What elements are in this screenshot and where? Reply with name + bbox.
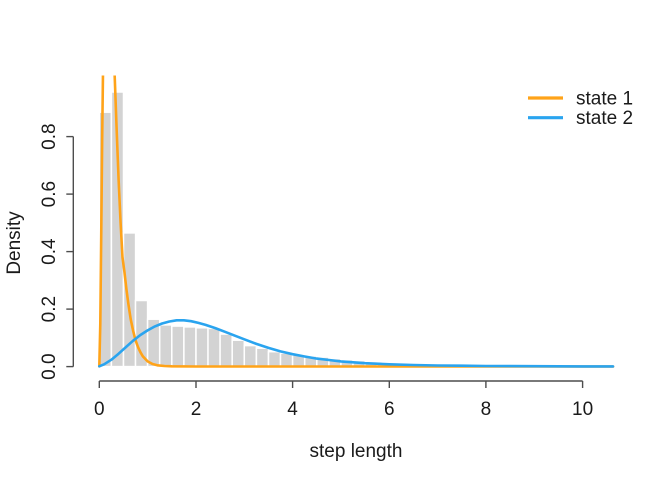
state-2-curve: [98, 319, 615, 368]
density-curves: [98, 75, 615, 368]
y-axis-tick-label: 0.0: [39, 353, 60, 379]
y-axis-tick-label: 0.8: [39, 123, 60, 149]
histogram-bar: [207, 327, 221, 368]
x-axis: 0 2 4 6 8 10: [94, 380, 593, 420]
y-axis: 0.0 0.2 0.4 0.6 0.8: [39, 123, 75, 380]
x-axis-tick-label: 0: [94, 399, 105, 420]
histogram-bar: [279, 352, 294, 368]
x-axis-tick-label: 10: [572, 399, 593, 420]
histogram-bar: [231, 339, 246, 368]
state-1-curve: [98, 75, 615, 368]
y-axis-tick-label: 0.6: [39, 181, 60, 207]
histogram-bar: [255, 347, 270, 368]
legend-item-state-1: state 1: [528, 89, 633, 110]
y-axis-tick-label: 0.4: [39, 238, 60, 265]
x-axis-tick-label: 2: [191, 399, 202, 420]
legend-label: state 2: [576, 108, 633, 129]
histogram-bar: [171, 325, 185, 368]
x-axis-tick-label: 4: [287, 399, 298, 420]
histogram-bar: [219, 333, 233, 368]
y-axis-tick-label: 0.2: [39, 296, 60, 322]
histogram-bar: [267, 350, 282, 368]
histogram-bar: [195, 327, 209, 368]
histogram-bars: [98, 91, 608, 368]
legend-label: state 1: [576, 89, 633, 110]
histogram-bar: [158, 324, 173, 368]
histogram-bar: [110, 91, 125, 368]
legend-item-state-2: state 2: [528, 108, 633, 129]
histogram-bar: [183, 326, 197, 368]
x-axis-title: step length: [310, 441, 403, 462]
histogram-bar: [243, 344, 258, 368]
x-axis-tick-label: 6: [384, 399, 395, 420]
y-axis-title: Density: [4, 211, 25, 275]
x-axis-tick-label: 8: [481, 399, 492, 420]
